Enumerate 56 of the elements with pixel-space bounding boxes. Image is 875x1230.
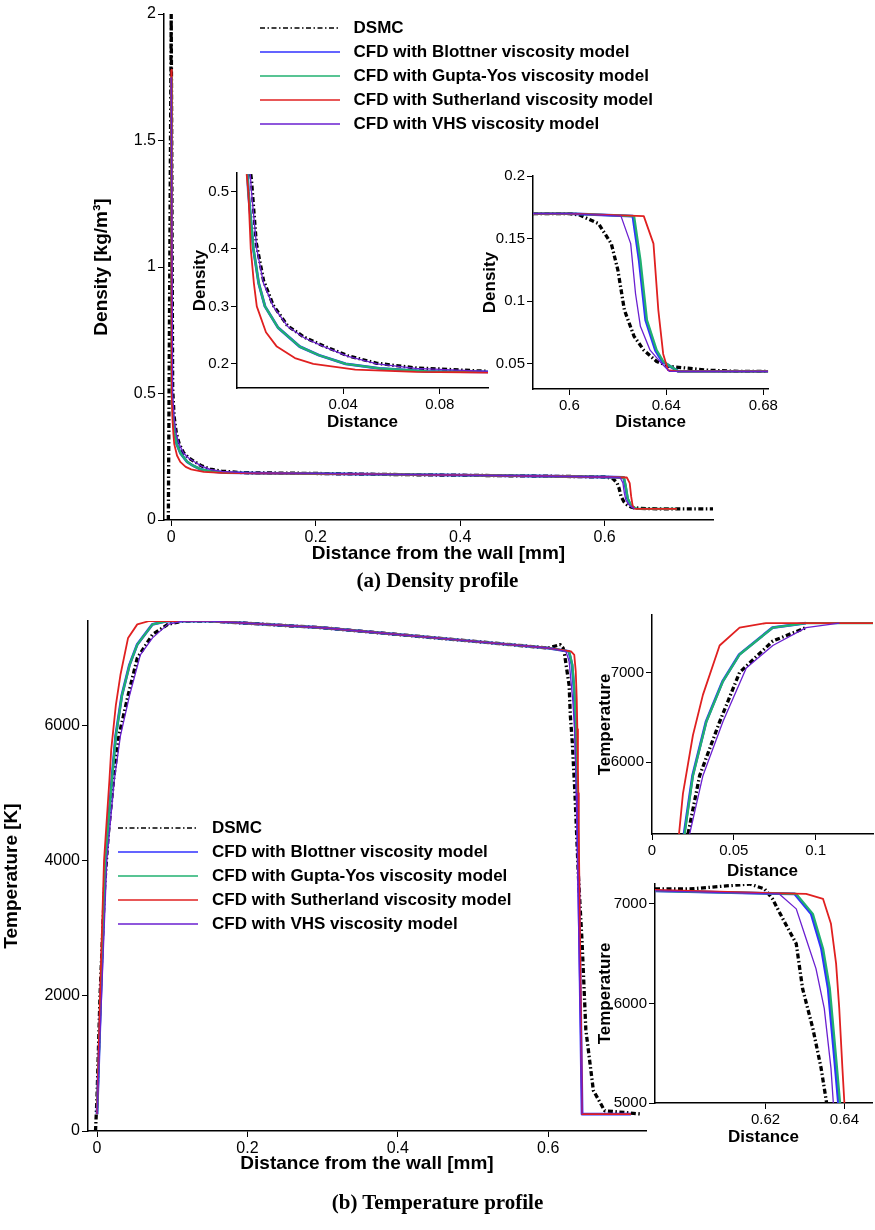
y-tick-label: 4000 [44,851,81,869]
x-tick-label: 0 [92,1139,102,1157]
x-tick-label: 0.2 [236,1139,259,1157]
x-tick-label: 0.1 [805,841,827,859]
x-tick-label: 0.62 [750,1110,781,1128]
y-tick-label: 0.5 [133,383,157,401]
text: (a) Density profile [355,568,520,593]
y-axis-title: Density [479,251,499,314]
legend-label: CFD with VHS viscosity model [212,913,458,935]
y-tick-label: 0 [147,510,157,528]
y-tick-label: 0.5 [208,181,229,199]
y-tick-label: 2000 [44,986,81,1004]
y-axis-title: Temperature [594,942,614,1045]
legend-label: CFD with Gupta-Yos viscosity model [353,65,649,87]
x-tick-label: 0.68 [748,396,778,414]
y-tick-label: 6000 [44,716,81,734]
y-tick-label: 0.15 [495,228,525,246]
legend-label: CFD with Sutherland viscosity model [212,889,512,911]
y-tick-label: 0.2 [208,354,229,371]
x-tick-label: 0.6 [537,1139,560,1157]
legend-label: CFD with Blottner viscosity model [353,41,630,63]
x-tick-label: 0.4 [386,1139,410,1157]
y-axis-title: Temperature [K] [0,803,21,949]
y-tick-label: 0.3 [208,296,229,314]
x-axis-title: Distance [615,412,687,432]
legend-label: CFD with VHS viscosity model [353,113,600,135]
x-tick-label: 0 [166,528,176,546]
x-axis-title: Distance [727,861,798,881]
legend-label: CFD with Blottner viscosity model [212,841,488,863]
y-axis-title: Density [kg/m³] [89,198,111,336]
y-tick-label: 7000 [613,894,647,912]
y-tick-label: 1 [147,257,157,275]
y-axis-title: Density [189,249,209,312]
y-tick-label: 0.4 [208,239,229,257]
y-tick-label: 0 [71,1121,81,1139]
y-tick-label: 0.2 [504,166,525,184]
y-tick-label: 0.05 [495,354,525,372]
y-tick-label: 5000 [613,1093,647,1111]
legend-label: CFD with Sutherland viscosity model [353,89,653,111]
x-tick-label: 0.05 [719,841,749,859]
x-tick-label: 0.08 [425,395,455,413]
x-axis-title: Distance [327,412,398,432]
x-tick-label: 0.6 [593,528,616,546]
x-axis-title: Distance [728,1127,799,1147]
y-tick-label: 6000 [613,993,647,1011]
legend-label: DSMC [212,817,263,839]
y-tick-label: 2 [147,4,157,22]
x-tick-label: 0.6 [558,396,580,414]
legend-label: CFD with Gupta-Yos viscosity model [212,865,508,887]
x-tick-label: 0.04 [328,395,358,413]
y-tick-label: 1.5 [133,130,157,148]
x-tick-label: 0.64 [651,396,681,414]
text: (b) Temperature profile [330,1190,545,1215]
x-tick-label: 0.64 [829,1110,859,1128]
legend-label: DSMC [353,17,404,39]
y-tick-label: 0.1 [504,291,525,309]
